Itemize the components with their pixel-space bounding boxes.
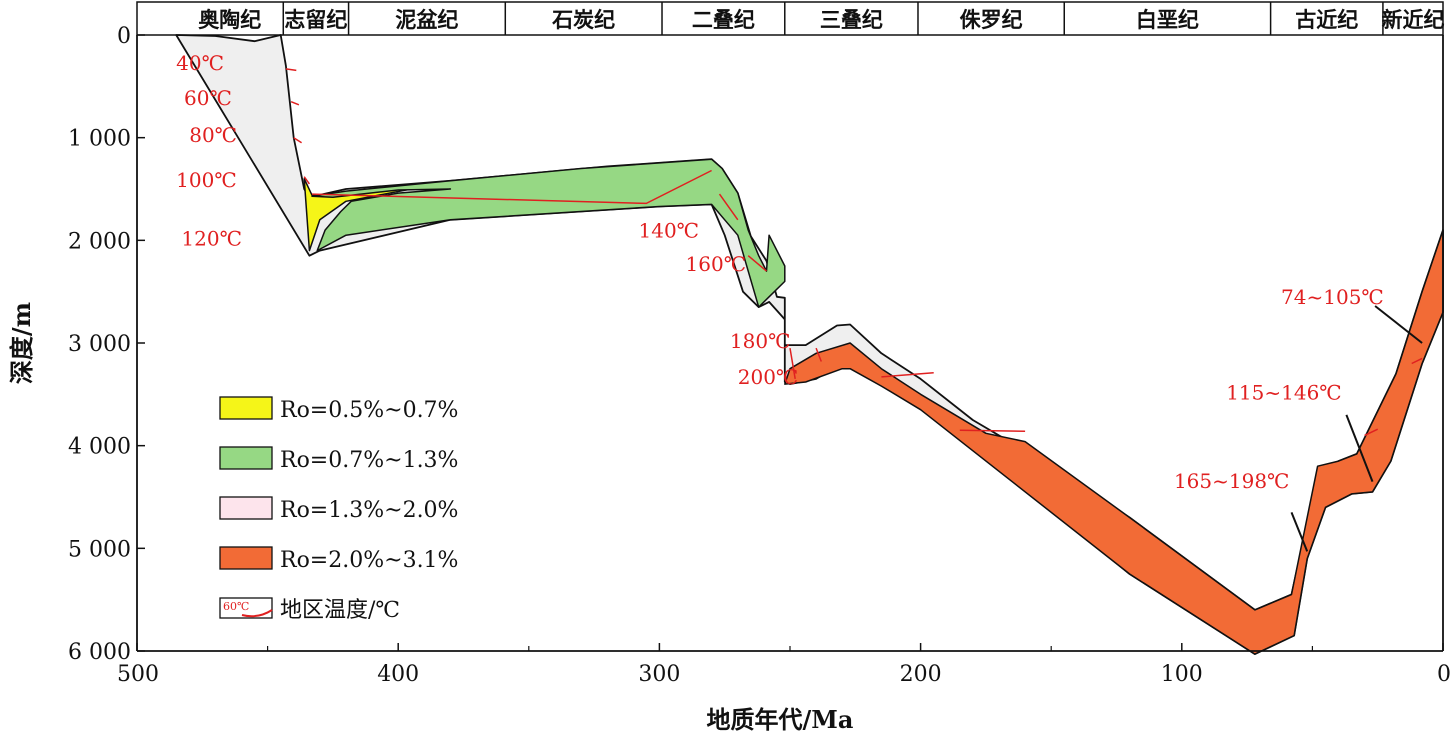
temperature-label: 160℃: [686, 252, 747, 276]
temperature-label: 140℃: [639, 218, 700, 242]
isotherm: [1411, 357, 1423, 365]
legend-swatch-2: [219, 496, 273, 520]
legend-swatch-0: [219, 396, 273, 420]
period-label: 新近纪: [1381, 7, 1444, 32]
isotherm: [311, 169, 712, 205]
legend-label: Ro=0.5%~0.7%: [280, 398, 458, 423]
period-label: 三叠纪: [820, 7, 883, 32]
period-label: 古近纪: [1295, 7, 1358, 32]
legend-isotherm-sample: [241, 609, 273, 618]
legend-swatch-3: [219, 546, 273, 570]
period-label: 白垩纪: [1136, 7, 1199, 32]
x-tick-label: 100: [1161, 662, 1203, 687]
temperature-label: 120℃: [181, 226, 242, 250]
isotherm: [285, 68, 297, 72]
y-tick-label: 2 000: [68, 229, 131, 254]
period-label: 二叠纪: [692, 7, 755, 32]
isotherm: [747, 255, 767, 272]
temperature-label: 100℃: [176, 168, 237, 192]
maturity-zone-1: [311, 158, 786, 308]
temperature-label: 165~198℃: [1174, 469, 1289, 493]
period-band-frame: [136, 1, 1444, 36]
legend-swatch-temperature: [219, 597, 273, 619]
period-band: 奥陶纪 志留纪 泥盆纪 石炭纪 二叠纪 三叠纪 侏罗纪 白垩纪 古近纪 新近纪: [136, 1, 1444, 36]
x-tick-label: 200: [900, 662, 942, 687]
x-tick-label: 0: [1437, 662, 1451, 687]
isotherm: [1364, 428, 1379, 437]
y-tick-label: 1 000: [68, 127, 131, 152]
period-label: 石炭纪: [551, 7, 615, 32]
temperature-labels: 40℃ 60℃ 80℃ 100℃ 120℃ 140℃ 160℃ 180℃ 200℃ 74~105℃…: [176, 51, 1423, 552]
legend-temperature-sample: 60℃: [223, 600, 249, 613]
temperature-label: 80℃: [189, 123, 237, 147]
temperature-label: 200℃: [738, 365, 799, 389]
temperature-leader-line: [1290, 512, 1309, 552]
temperature-leader-line: [1345, 414, 1374, 482]
legend-label: Ro=2.0%~3.1%: [280, 548, 458, 573]
legend-label: 地区温度/℃: [280, 598, 400, 623]
x-tick-label: 400: [377, 662, 419, 687]
isotherm: [718, 193, 739, 221]
temperature-label: 180℃: [730, 329, 791, 353]
period-label: 志留纪: [284, 7, 347, 32]
y-tick-label: 3 000: [68, 332, 131, 357]
isotherm: [959, 429, 1026, 433]
x-axis-title: 地质年代/Ma: [707, 705, 854, 734]
x-tick-label: 500: [117, 662, 159, 687]
temperature-label: 115~146℃: [1226, 380, 1341, 404]
isotherm-lines: [285, 68, 1423, 437]
period-label: 泥盆纪: [395, 7, 458, 32]
temperature-label: 60℃: [184, 86, 232, 110]
y-tick-label: 6 000: [68, 640, 131, 665]
isotherm: [789, 347, 796, 380]
period-label: 奥陶纪: [198, 7, 261, 32]
isotherm: [881, 372, 934, 378]
temperature-label: 40℃: [176, 51, 224, 75]
temperature-leader-line: [1374, 305, 1423, 344]
isotherm: [303, 176, 311, 185]
isotherm: [815, 347, 822, 362]
legend-label: Ro=1.3%~2.0%: [280, 498, 458, 523]
y-tick-label: 4 000: [68, 435, 131, 460]
legend-label: Ro=0.7%~1.3%: [280, 448, 458, 473]
period-label: 侏罗纪: [960, 7, 1023, 32]
legend: Ro=0.5%~0.7% Ro=0.7%~1.3% Ro=1.3%~2.0% Ro=2…: [219, 396, 458, 623]
isotherm: [290, 101, 300, 106]
temperature-label: 74~105℃: [1281, 285, 1384, 309]
y-tick-label: 0: [117, 24, 131, 49]
isotherm: [293, 137, 303, 144]
x-tick-label: 300: [638, 662, 680, 687]
legend-swatch-1: [219, 446, 273, 470]
y-axis-title: 深度/m: [7, 302, 36, 384]
y-tick-label: 5 000: [68, 537, 131, 562]
